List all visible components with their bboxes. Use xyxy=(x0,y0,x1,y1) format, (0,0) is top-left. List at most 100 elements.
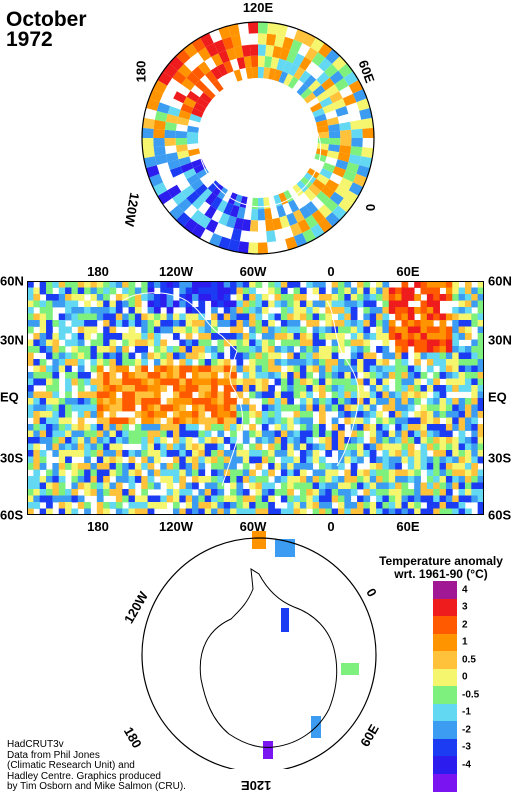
world-grid-cell xyxy=(160,443,168,451)
world-grid-cell xyxy=(217,443,225,451)
world-grid-cell xyxy=(350,502,358,509)
world-grid-cell xyxy=(312,489,320,496)
north-grid-cell xyxy=(304,214,319,229)
world-grid-cell xyxy=(141,411,148,418)
world-grid-cell xyxy=(230,508,237,515)
north-grid-cell xyxy=(266,33,277,46)
world-grid-cell xyxy=(458,352,466,360)
world-grid-cell xyxy=(90,287,98,295)
world-grid-cell xyxy=(306,307,314,314)
world-grid-cell xyxy=(52,300,60,308)
world-grid-cell xyxy=(477,482,484,490)
world-grid-cell xyxy=(255,482,263,490)
north-grid-cell xyxy=(142,127,154,138)
world-grid-cell xyxy=(458,489,466,496)
world-grid-cell xyxy=(439,365,447,373)
world-grid-cell xyxy=(96,443,104,451)
world-grid-cell xyxy=(268,333,275,340)
world-grid-cell xyxy=(344,287,352,295)
world-grid-cell xyxy=(287,359,294,366)
world-grid-cell xyxy=(293,294,301,301)
world-grid-cell xyxy=(204,437,212,444)
world-grid-cell xyxy=(192,450,199,457)
north-grid-cell xyxy=(222,36,234,50)
legend-swatch xyxy=(433,581,457,599)
world-grid-cell xyxy=(357,378,364,386)
world-grid-cell xyxy=(445,294,453,301)
world-grid-cell xyxy=(128,281,136,288)
north-grid-cell xyxy=(152,182,168,196)
world-grid-cell xyxy=(255,352,263,360)
world-grid-cell xyxy=(65,339,72,347)
north-grid-cell xyxy=(314,113,327,123)
world-grid-cell xyxy=(452,417,460,425)
world-grid-cell xyxy=(179,346,187,353)
world-grid-cell xyxy=(179,463,187,470)
world-grid-cell xyxy=(58,359,66,366)
world-grid-cell xyxy=(84,463,91,470)
world-grid-cell xyxy=(433,352,440,360)
world-grid-cell xyxy=(153,424,161,431)
world-grid-cell xyxy=(376,313,383,321)
world-grid-cell xyxy=(331,294,339,301)
world-grid-cell xyxy=(382,391,390,399)
world-grid-cell xyxy=(27,300,34,308)
world-grid-cell xyxy=(103,333,110,340)
north-grid-cell xyxy=(170,166,184,178)
world-grid-cell xyxy=(331,430,339,438)
world-grid-cell xyxy=(90,294,98,301)
world-grid-cell xyxy=(350,437,358,444)
world-grid-cell xyxy=(293,365,301,373)
world-grid-cell xyxy=(293,417,301,425)
world-grid-cell xyxy=(338,482,345,490)
world-grid-cell xyxy=(185,456,193,464)
legend-label: -4 xyxy=(462,759,471,771)
world-grid-cell xyxy=(84,326,91,334)
world-grid-cell xyxy=(27,502,34,509)
world-grid-cell xyxy=(141,417,148,425)
world-grid-cell xyxy=(255,372,263,379)
world-grid-cell xyxy=(204,281,212,288)
world-grid-cell xyxy=(147,476,155,483)
world-grid-cell xyxy=(458,443,466,451)
world-grid-cell xyxy=(122,333,129,340)
north-grid-cell xyxy=(350,146,363,157)
world-grid-cell xyxy=(376,502,383,509)
world-grid-cell xyxy=(147,482,155,490)
world-grid-cell xyxy=(77,339,85,347)
world-grid-cell xyxy=(350,385,358,392)
world-grid-cell xyxy=(65,489,72,496)
world-grid-cell xyxy=(414,508,421,515)
north-grid-cell xyxy=(292,53,305,67)
world-grid-cell xyxy=(369,398,377,405)
world-grid-cell xyxy=(376,385,383,392)
world-grid-cell xyxy=(293,404,301,412)
world-grid-cell xyxy=(445,313,453,321)
world-grid-cell xyxy=(433,372,440,379)
world-grid-cell xyxy=(388,287,396,295)
world-grid-cell xyxy=(77,430,85,438)
world-grid-cell xyxy=(103,346,110,353)
world-grid-cell xyxy=(338,411,345,418)
world-grid-cell xyxy=(46,417,53,425)
north-grid-cell xyxy=(286,50,298,64)
world-grid-cell xyxy=(268,404,275,412)
world-grid-cell xyxy=(242,339,250,347)
world-grid-cell xyxy=(357,333,364,340)
world-grid-cell xyxy=(77,385,85,392)
world-grid-cell xyxy=(376,411,383,418)
world-grid-cell xyxy=(357,495,364,503)
world-grid-cell xyxy=(445,326,453,334)
world-grid-cell xyxy=(268,489,275,496)
world-grid-cell xyxy=(153,359,161,366)
world-grid-cell xyxy=(134,346,142,353)
world-grid-cell xyxy=(388,450,396,457)
world-grid-cell xyxy=(376,333,383,340)
world-grid-cell xyxy=(192,352,199,360)
world-grid-cell xyxy=(344,313,352,321)
americas-coastline xyxy=(121,292,243,487)
world-grid-cell xyxy=(77,450,85,457)
north-grid-cell xyxy=(282,36,294,50)
north-grid-cell xyxy=(218,212,230,226)
world-grid-cell xyxy=(369,372,377,379)
